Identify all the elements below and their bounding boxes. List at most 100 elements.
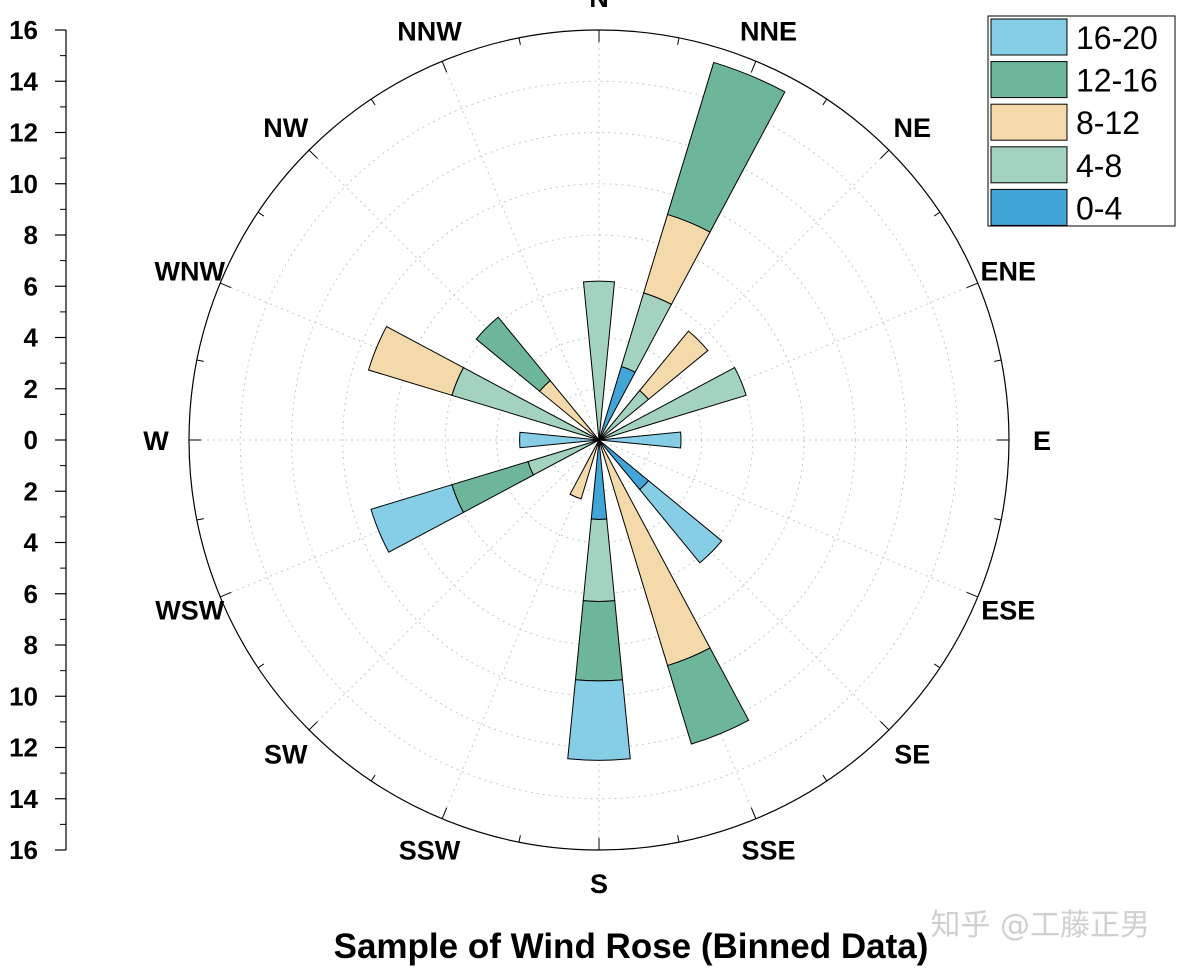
legend-swatch-16-20: [990, 18, 1068, 56]
outer-tick: [370, 98, 376, 106]
axis-tick-label: 2: [24, 476, 38, 506]
axis-tick-label: 16: [9, 835, 38, 865]
direction-label-wnw: WNW: [154, 256, 225, 286]
direction-labels: N NNE NE ENE E ESE SE SSE S SSW SW WSW W WNW NW NNW: [143, 0, 1051, 899]
axis-tick-label: 12: [9, 733, 38, 763]
grid-ring: [393, 234, 805, 646]
legend-label-0-4: 0-4: [1076, 190, 1122, 226]
outer-tick: [933, 663, 941, 669]
direction-label-wsw: WSW: [155, 596, 224, 626]
outer-tick: [750, 61, 757, 73]
petal-nw-12-16: [475, 316, 551, 392]
outer-tick: [880, 721, 890, 731]
outer-tick: [518, 835, 521, 843]
grid-spoke: [598, 439, 890, 731]
petal-e-16-20: [598, 431, 682, 449]
petal-s-16-20: [567, 679, 631, 761]
outer-tick: [308, 149, 318, 159]
legend-swatch-4-8: [990, 146, 1068, 184]
grid-ring: [291, 132, 907, 748]
direction-label-e: E: [1033, 426, 1051, 456]
axis-tick-label: 10: [9, 169, 38, 199]
direction-label-ese: ESE: [981, 596, 1035, 626]
outer-tick: [822, 774, 828, 782]
petal-nne-8-12: [643, 213, 711, 306]
outer-tick: [933, 211, 941, 217]
grid-spoke: [441, 61, 600, 441]
axis-tick-label: 6: [24, 579, 38, 609]
legend-label-8-12: 8-12: [1076, 105, 1140, 141]
legend-swatch-8-12: [990, 103, 1068, 141]
petal-s-4-8: [582, 518, 616, 602]
legend-swatch-0-4: [990, 188, 1068, 226]
legend-label-16-20: 16-20: [1076, 20, 1158, 56]
direction-label-ssw: SSW: [399, 835, 461, 865]
direction-label-nnw: NNW: [397, 17, 462, 47]
grid-ring: [239, 80, 959, 800]
watermark: 知乎 @工藤正男: [930, 908, 1150, 943]
outer-tick: [370, 774, 376, 782]
outer-tick: [441, 61, 448, 73]
petal-w-16-20: [519, 431, 600, 449]
petal-wsw-16-20: [370, 484, 465, 553]
outer-tick: [750, 807, 757, 819]
outer-tick: [220, 591, 232, 598]
axis-tick-label: 4: [24, 528, 39, 558]
petal-se-16-20: [638, 479, 723, 564]
grid-ring: [496, 337, 702, 543]
direction-label-se: SE: [894, 739, 930, 769]
axis-tick-label: 14: [9, 784, 38, 814]
outer-tick: [994, 518, 1002, 521]
direction-label-w: W: [143, 426, 169, 456]
legend-label-12-16: 12-16: [1076, 63, 1158, 99]
direction-label-n: N: [589, 0, 609, 13]
outer-tick: [196, 518, 204, 521]
direction-label-s: S: [590, 869, 608, 899]
petal-n-4-8: [582, 280, 616, 441]
direction-label-sw: SW: [264, 739, 308, 769]
outer-tick: [994, 359, 1002, 362]
outer-tick: [257, 211, 265, 217]
petal-ne-8-12: [638, 330, 709, 401]
axis-tick-label: 8: [24, 220, 38, 250]
grid-spoke: [598, 439, 978, 598]
petal-sse-12-16: [666, 647, 750, 745]
petal-ssw-8-12: [569, 439, 600, 500]
petal-s-12-16: [574, 600, 624, 682]
outer-tick: [677, 835, 680, 843]
petal-wnw-8-12: [367, 325, 465, 396]
direction-label-nne: NNE: [740, 17, 797, 47]
direction-label-sse: SSE: [742, 835, 796, 865]
direction-label-nw: NW: [263, 113, 308, 143]
petal-nne-12-16: [666, 61, 786, 233]
axis-tick-label: 10: [9, 681, 38, 711]
outer-tick: [966, 282, 978, 289]
legend-swatch-12-16: [990, 61, 1068, 99]
axis-tick-label: 6: [24, 271, 38, 301]
axis-tick-label: 0: [24, 425, 38, 455]
outer-tick: [822, 98, 828, 106]
wind-petals: [367, 61, 786, 761]
axis-tick-label: 16: [9, 15, 38, 45]
petal-ene-4-8: [598, 366, 747, 441]
direction-label-ne: NE: [893, 113, 931, 143]
petal-wsw-12-16: [451, 460, 535, 514]
axis-tick-label: 8: [24, 630, 38, 660]
direction-label-ene: ENE: [981, 256, 1037, 286]
axis-tick-label: 4: [24, 323, 39, 353]
outer-tick: [220, 282, 232, 289]
axis-tick-label: 14: [9, 66, 38, 96]
legend: 16-20 12-16 8-12 4-8 0-4: [987, 15, 1176, 227]
outer-tick: [308, 721, 318, 731]
grid-spoke: [598, 149, 890, 441]
grid-spoke: [308, 439, 600, 731]
outer-tick: [441, 807, 448, 819]
legend-label-4-8: 4-8: [1076, 148, 1122, 184]
radial-axis: 16 14 12 10 8 6 4 2 0 2 4 6 8 10 12 14 16: [9, 15, 67, 865]
outer-tick: [677, 37, 680, 45]
axis-tick-label: 2: [24, 374, 38, 404]
outer-tick: [257, 663, 265, 669]
outer-tick: [518, 37, 521, 45]
chart-title: Sample of Wind Rose (Binned Data): [334, 927, 929, 966]
